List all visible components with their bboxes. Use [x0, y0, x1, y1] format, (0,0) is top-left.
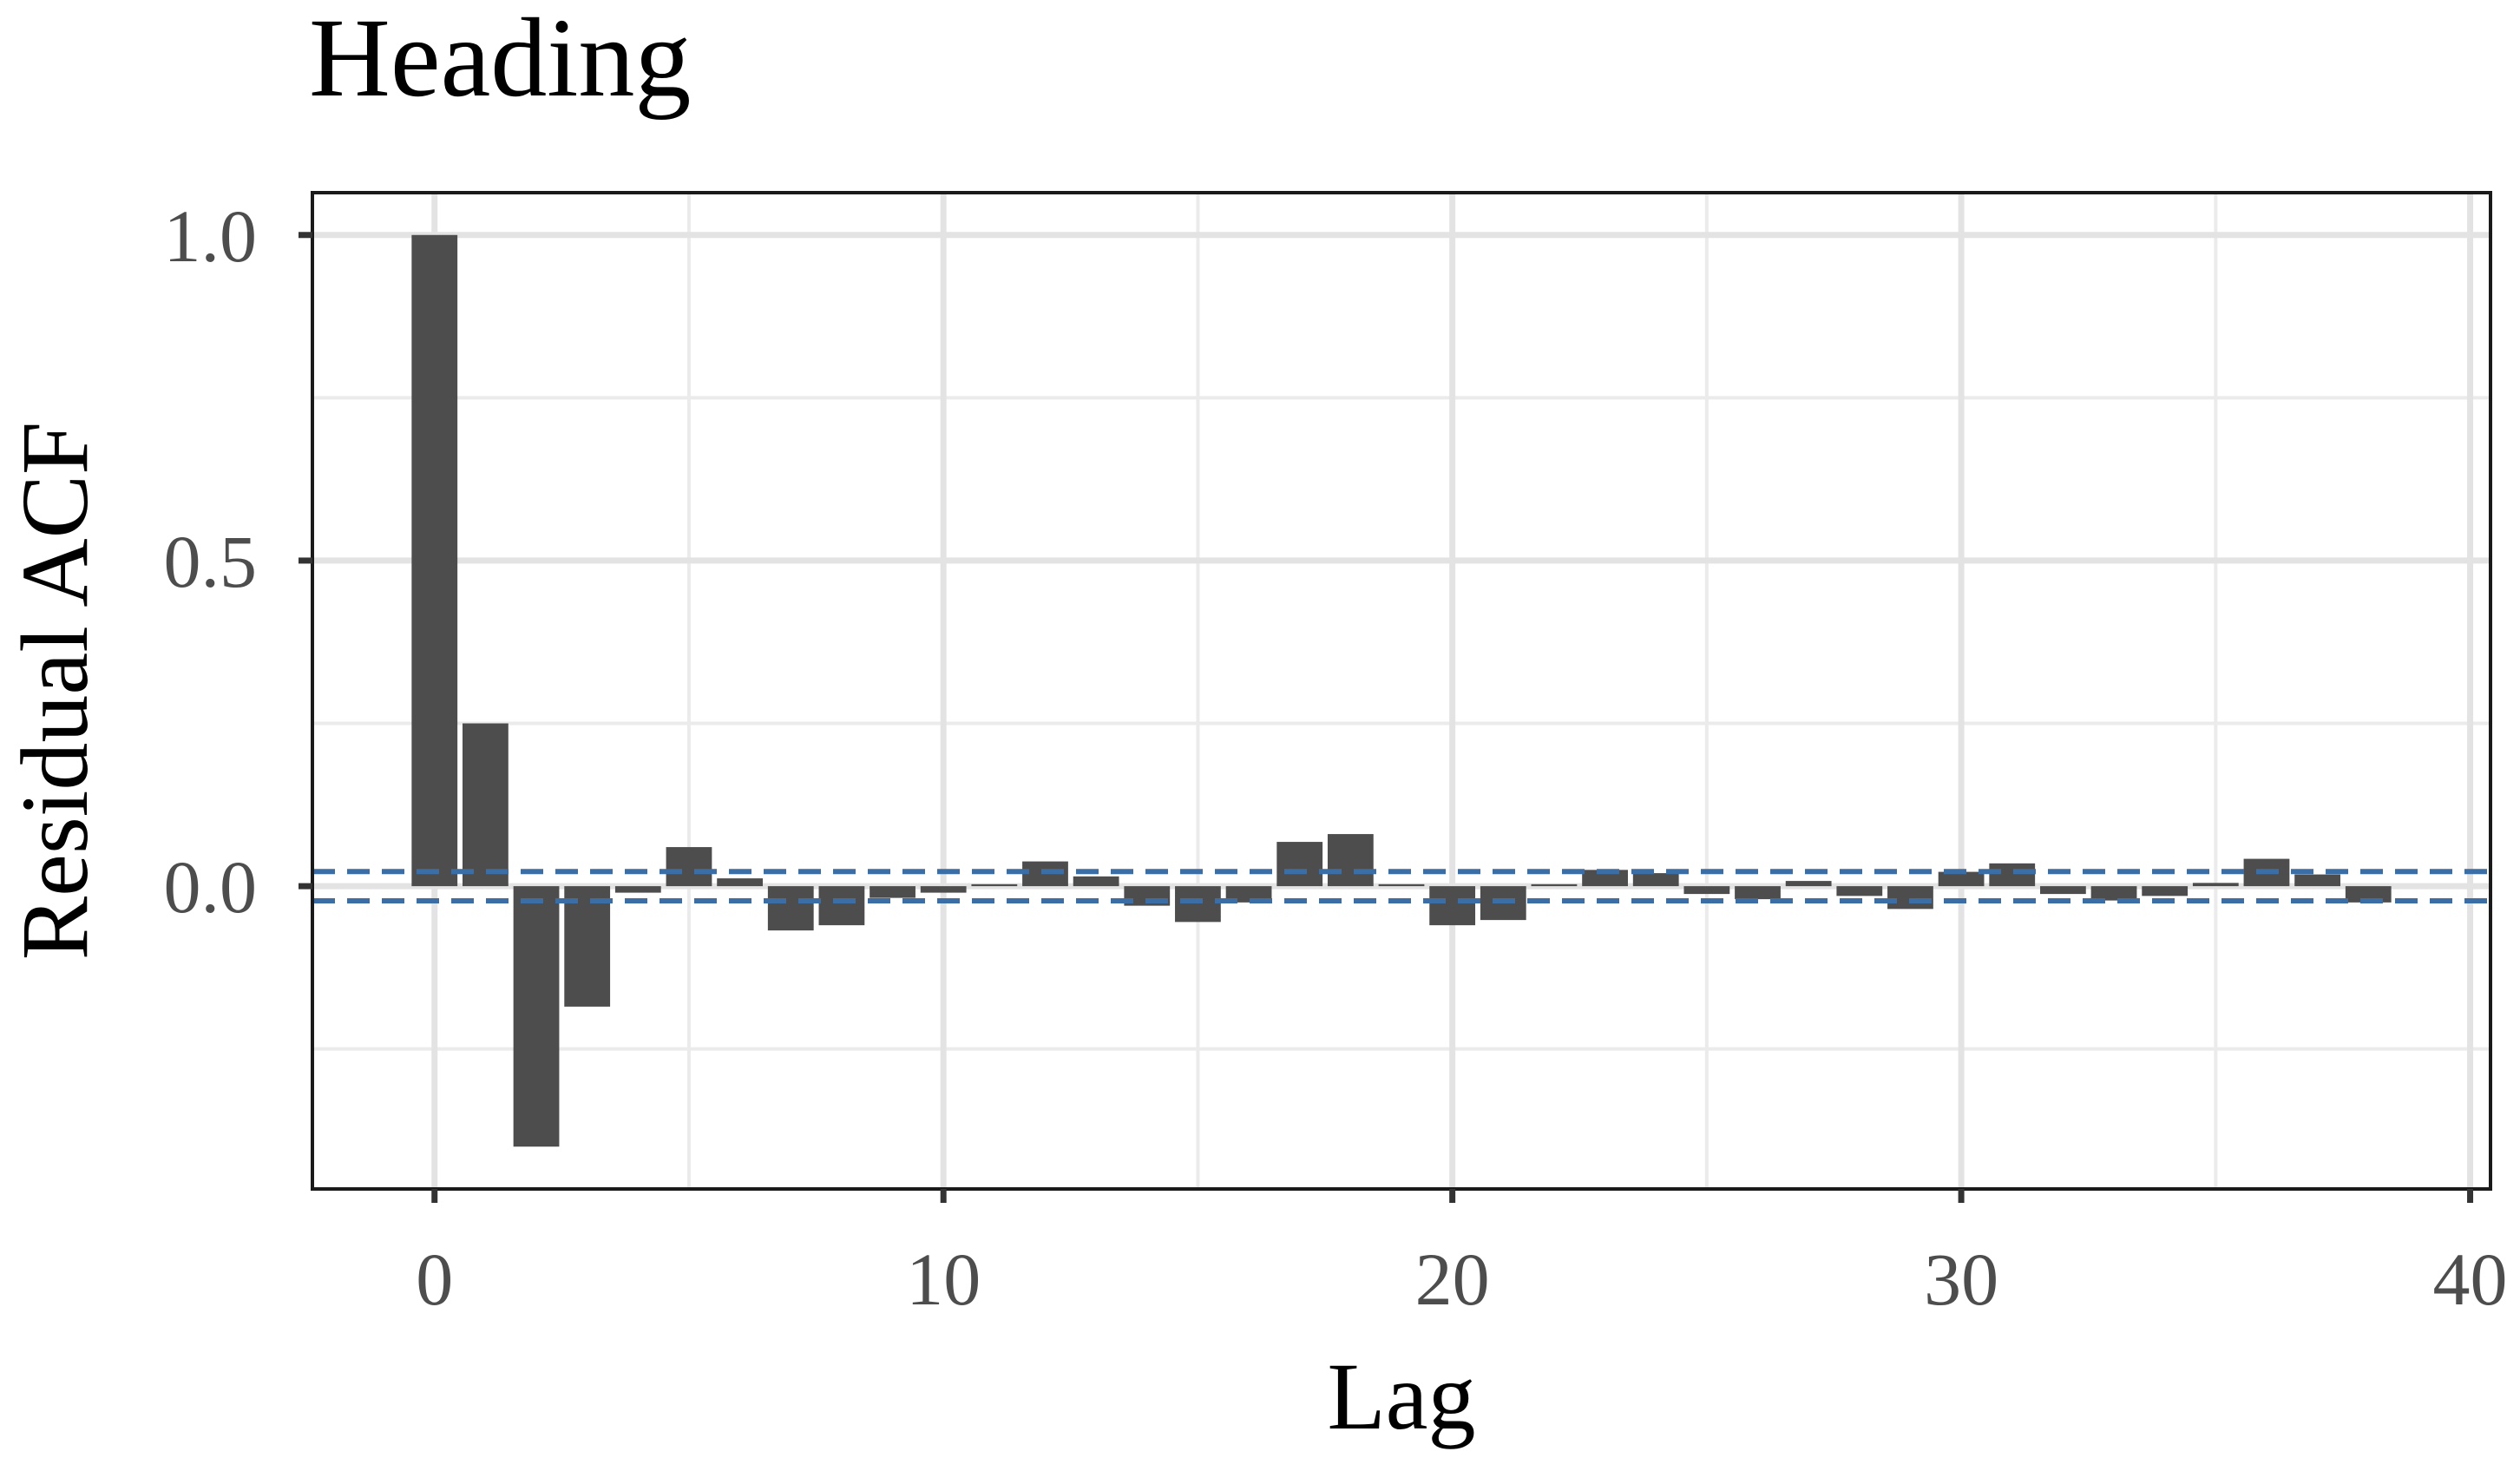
acf-bar [1378, 883, 1425, 887]
x-tick-label: 40 [2433, 1238, 2508, 1321]
chart-title: Heading [309, 0, 691, 121]
y-axis-title: Residual ACF [2, 422, 108, 960]
acf-bar [1632, 873, 1679, 887]
axis-tick-labels: 0 10 20 30 40 0.0 0.5 1.0 [164, 194, 2508, 1321]
acf-bar [1327, 834, 1374, 887]
axis-ticks [299, 232, 2474, 1203]
x-tick-label: 10 [906, 1238, 981, 1321]
acf-bar [1836, 886, 1883, 896]
x-tick-label: 30 [1924, 1238, 1998, 1321]
acf-bar [870, 886, 915, 898]
y-tick-label: 1.0 [164, 194, 258, 278]
acf-bar [463, 723, 509, 887]
y-tick-label: 0.5 [164, 520, 258, 603]
acf-bar [1938, 871, 1985, 887]
acf-bar [513, 886, 560, 1147]
x-axis-title: Lag [1327, 1343, 1475, 1449]
acf-bar [1887, 886, 1933, 910]
acf-bar [2039, 886, 2086, 895]
acf-bar [1175, 886, 1221, 923]
acf-bar [564, 886, 611, 1007]
acf-bar [2090, 886, 2137, 901]
acf-bar [2142, 886, 2189, 896]
x-tick-label: 0 [416, 1238, 453, 1321]
acf-bar [666, 847, 712, 887]
acf-bar [1683, 886, 1730, 895]
acf-bar [1531, 883, 1578, 887]
acf-bar [411, 234, 458, 887]
acf-bar [1073, 876, 1119, 887]
acf-bar [614, 886, 661, 893]
acf-bar [767, 886, 814, 931]
acf-bar [2192, 883, 2239, 887]
acf-bar [920, 886, 967, 893]
acf-bar [1989, 863, 2036, 887]
acf-bar [971, 883, 1018, 887]
acf-bars [411, 234, 2392, 1147]
y-tick-label: 0.0 [164, 845, 258, 929]
plot-border [311, 191, 2492, 1191]
plot-panel [312, 193, 2490, 1189]
acf-bar [818, 886, 865, 926]
acf-bar [2294, 874, 2340, 887]
acf-bar [717, 878, 764, 887]
confidence-band [312, 869, 2490, 903]
acf-bar [1429, 886, 1476, 926]
acf-bar [1785, 881, 1832, 887]
x-tick-label: 20 [1415, 1238, 1490, 1321]
acf-bar [1735, 886, 1781, 900]
acf-bar [1276, 842, 1323, 887]
